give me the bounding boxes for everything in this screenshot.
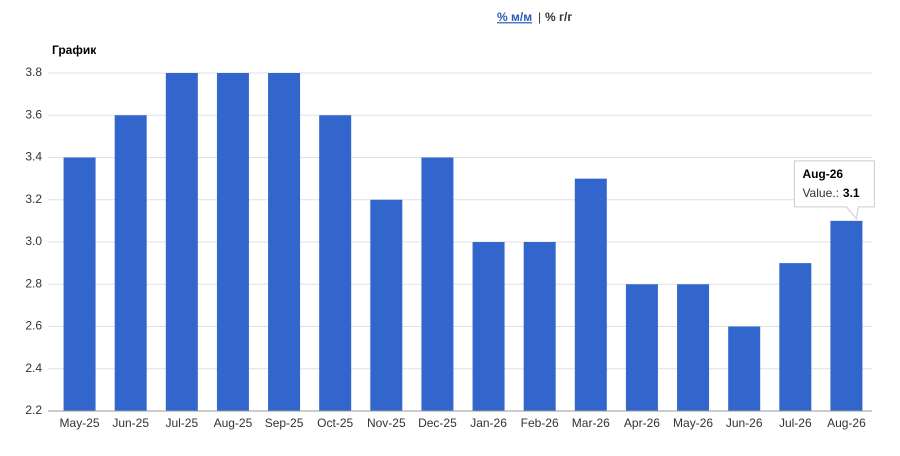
x-tick-label: Jul-25 — [165, 416, 198, 430]
x-tick-label: Aug-26 — [827, 416, 866, 430]
chart-title: График — [52, 43, 97, 57]
bar — [472, 242, 505, 411]
bar — [319, 115, 352, 411]
x-tick-label: Dec-25 — [418, 416, 457, 430]
bar — [268, 73, 301, 411]
x-tick-label: Nov-25 — [367, 416, 406, 430]
x-tick-label: Jun-25 — [112, 416, 149, 430]
x-tick-label: May-25 — [60, 416, 100, 430]
bar — [165, 73, 198, 411]
y-tick-label: 3.6 — [25, 107, 42, 121]
y-tick-label: 3.0 — [25, 234, 42, 248]
bar — [421, 157, 454, 411]
bar — [830, 220, 863, 411]
y-tick-label: 2.4 — [25, 361, 42, 375]
bar — [574, 178, 607, 411]
x-tick-label: Aug-25 — [214, 416, 253, 430]
tooltip-box — [793, 160, 875, 221]
y-tick-label: 3.8 — [25, 65, 42, 79]
x-tick-label: Apr-26 — [624, 416, 660, 430]
x-tick-label: May-26 — [673, 416, 713, 430]
bar — [779, 263, 812, 411]
y-tick-label: 2.6 — [25, 319, 42, 333]
bar — [63, 157, 96, 411]
toggle-separator: | — [538, 10, 541, 24]
x-tick-label: Sep-25 — [265, 416, 304, 430]
x-tick-label: Mar-26 — [572, 416, 610, 430]
bar — [625, 284, 658, 411]
bar — [216, 73, 249, 411]
bar — [728, 326, 761, 411]
bar — [677, 284, 710, 411]
x-tick-label: Oct-25 — [317, 416, 353, 430]
x-tick-label: Jul-26 — [779, 416, 812, 430]
tooltip-title: Aug-26 — [802, 167, 843, 181]
tooltip-label: Value.: — [802, 186, 838, 200]
toggle-mm[interactable]: % м/м — [497, 10, 532, 24]
y-tick-label: 2.2 — [25, 403, 42, 417]
toggle-yy[interactable]: % г/г — [545, 10, 572, 24]
y-tick-label: 3.4 — [25, 150, 42, 164]
bar — [523, 242, 556, 411]
y-tick-label: 3.2 — [25, 192, 42, 206]
bar — [114, 115, 147, 411]
x-tick-label: Jun-26 — [726, 416, 763, 430]
x-tick-label: Jan-26 — [470, 416, 507, 430]
bar — [370, 199, 403, 411]
x-tick-label: Feb-26 — [521, 416, 559, 430]
y-tick-label: 2.8 — [25, 276, 42, 290]
tooltip-value: 3.1 — [843, 186, 860, 200]
